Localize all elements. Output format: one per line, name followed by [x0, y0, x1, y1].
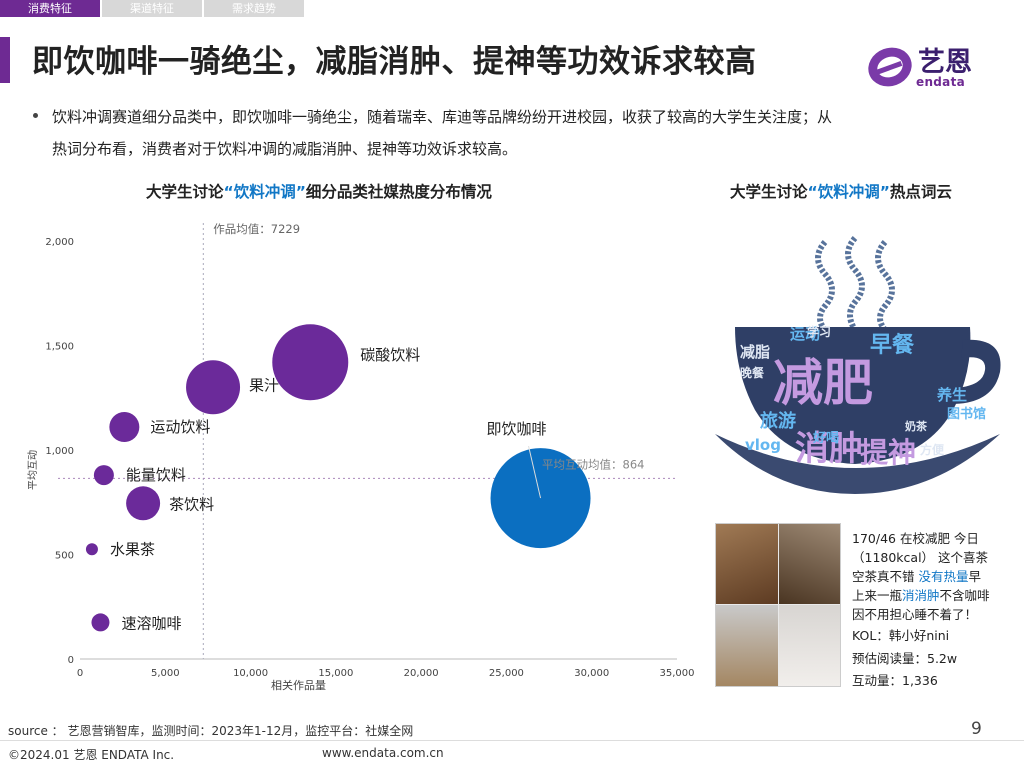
cup-handle [951, 339, 1001, 404]
section-tabs: 消费特征 渠道特征 需求趋势 [0, 0, 306, 17]
bubble-label: 果汁 [249, 376, 279, 394]
x-tick-label: 35,000 [660, 668, 695, 679]
bubble-水果茶 [85, 543, 98, 556]
tab-channel[interactable]: 渠道特征 [102, 0, 202, 17]
wordcloud-word: 提神 [860, 436, 916, 469]
title-accent-bar [0, 37, 10, 83]
source-note: source ： 艺恩营销智库，监测时间：2023年1-12月，监控平台：社媒全… [8, 724, 414, 738]
wordcloud-word: 运动 [790, 325, 820, 343]
bubble-果汁 [186, 360, 241, 415]
bubble-label: 能量饮料 [126, 466, 186, 484]
post-text-line-1: 170/46 在校减肥 今日 [852, 531, 979, 546]
y-tick-label: 1,500 [45, 342, 74, 353]
wordcloud-title: 大学生讨论“饮料冲调”热点词云 [730, 183, 952, 201]
x-tick-label: 10,000 [233, 668, 268, 679]
bubble-label: 运动饮料 [150, 418, 210, 436]
bubble-label: 水果茶 [110, 540, 155, 558]
bubble-碳酸饮料 [272, 324, 349, 401]
y-tick-label: 2,000 [45, 237, 74, 248]
wordcloud-word: 图书馆 [947, 406, 986, 422]
steam [815, 236, 895, 332]
bubble-label: 即饮咖啡 [487, 420, 547, 438]
bubble-label: 碳酸饮料 [360, 346, 420, 364]
bullet-dot [33, 113, 38, 118]
x-axis-label: 相关作品量 [271, 678, 326, 692]
page-title: 即饮咖啡一骑绝尘，减脂消肿、提神等功效诉求较高 [32, 44, 757, 80]
photo-burger [716, 524, 778, 604]
post-reads: 预估阅读量：5.2w [852, 651, 958, 666]
post-text-line-4: 上来一瓶消消肿不含咖啡 [852, 588, 990, 603]
bubble-chart-title: 大学生讨论“饮料冲调”细分品类社媒热度分布情况 [146, 183, 492, 201]
ref-line-y-label: 平均互动均值：864 [542, 457, 644, 471]
post-text-line-5: 因不用担心睡不着了！ [852, 607, 978, 622]
wordcloud-word: 早餐 [870, 333, 915, 358]
logo-cn-text: 艺恩 [918, 47, 972, 78]
cup-body [735, 327, 971, 464]
x-tick-label: 20,000 [404, 668, 439, 679]
post-photos [715, 523, 841, 687]
photo-wings [779, 524, 840, 604]
logo-en-text: endata [916, 75, 966, 89]
wordcloud-word: 奶茶 [905, 419, 928, 433]
x-tick-label: 15,000 [318, 668, 353, 679]
bubble-chart: 0 5,000 10,000 15,000 20,000 25,000 30,000 35,0… [27, 222, 695, 692]
page-number: 9 [971, 719, 982, 739]
photo-cup [716, 605, 778, 686]
footer-divider [0, 740, 1024, 741]
wordcloud-word: 消肿 [795, 429, 863, 469]
wordcloud-word: 减脂 [740, 343, 770, 361]
wordcloud-word: 学习 [807, 324, 831, 339]
tab-demand[interactable]: 需求趋势 [204, 0, 304, 17]
post-text-line-3: 空茶真不错 没有热量早 [852, 569, 982, 584]
bubble-label: 速溶咖啡 [121, 614, 181, 632]
y-tick-label: 0 [68, 655, 74, 666]
bubble-leader-line [528, 445, 542, 499]
post-kol: KOL：韩小好nini [852, 628, 950, 643]
bubble-速溶咖啡 [91, 613, 110, 632]
wordcloud-word: 养生 [936, 386, 967, 404]
website-link[interactable]: www.endata.com.cn [322, 746, 444, 760]
ref-line-x-label: 作品均值：7229 [213, 222, 300, 236]
y-tick-label: 500 [55, 551, 74, 562]
cup-saucer [715, 434, 1000, 494]
photo-girl [779, 605, 840, 686]
wordcloud-word: 旅游 [760, 410, 796, 432]
bullet-text-line-1: 饮料冲调赛道细分品类中，即饮咖啡一骑绝尘，随着瑞幸、库迪等品牌纷纷开进校园，收获… [52, 108, 833, 126]
tab-consumption[interactable]: 消费特征 [0, 0, 100, 17]
wordcloud-word: 好喝 [812, 430, 839, 446]
copyright: ©2024.01 艺恩 ENDATA Inc. [8, 748, 175, 762]
x-tick-label: 30,000 [574, 668, 609, 679]
wordcloud-word: 减肥 [773, 354, 873, 412]
x-tick-label: 5,000 [151, 668, 180, 679]
bubble-运动饮料 [109, 412, 140, 443]
post-interactions: 互动量：1,336 [852, 673, 938, 688]
wordcloud-word: 晚餐 [740, 365, 765, 380]
bubble-label: 茶饮料 [169, 495, 214, 513]
bullet-text-line-2: 热词分布看，消费者对于饮料冲调的减脂消肿、提神等功效诉求较高。 [52, 140, 518, 158]
wordcloud-word: vlog [745, 436, 781, 454]
post-text-line-2: （1180kcal） 这个喜茶 [852, 550, 989, 565]
endata-logo [868, 47, 912, 87]
bubble-茶饮料 [126, 486, 161, 521]
x-tick-label: 0 [77, 668, 83, 679]
x-tick-label: 25,000 [489, 668, 524, 679]
y-axis-label: 平均互动 [27, 450, 39, 490]
bubble-能量饮料 [93, 465, 114, 486]
wordcloud-word: 方便 [920, 442, 945, 457]
y-tick-label: 1,000 [45, 446, 74, 457]
